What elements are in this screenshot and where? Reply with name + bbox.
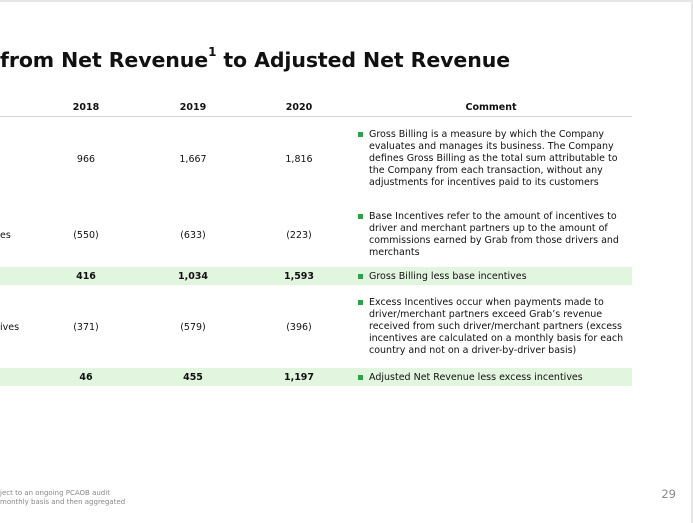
page-number: 29	[661, 487, 676, 501]
highlight-band-row3	[0, 267, 632, 285]
footnote-line-1: ject to an ongoing PCAOB audit	[0, 489, 110, 497]
bullet-icon	[358, 375, 363, 380]
title-rest: to Adjusted Net Revenue	[216, 48, 510, 72]
footnotes: ject to an ongoing PCAOB audit monthly b…	[0, 489, 125, 507]
header-divider	[0, 116, 632, 117]
row3-2019: 1,034	[177, 271, 209, 282]
row1-2018: 966	[76, 154, 96, 165]
row4-comment: Excess Incentives occur when payments ma…	[358, 297, 626, 357]
col-header-2018: 2018	[72, 102, 100, 113]
row2-2018: (550)	[73, 230, 99, 241]
bullet-icon	[358, 274, 363, 279]
bullet-icon	[358, 132, 363, 137]
title-footnote-marker: 1	[208, 45, 217, 59]
row2-comment: Base Incentives refer to the amount of i…	[358, 211, 626, 259]
row4-comment-text: Excess Incentives occur when payments ma…	[369, 297, 624, 356]
row2-2019: (633)	[180, 230, 206, 241]
row5-2018: 46	[79, 372, 93, 383]
row3-comment: Gross Billing less base incentives	[358, 271, 626, 283]
row2-comment-text: Base Incentives refer to the amount of i…	[369, 211, 619, 258]
row1-comment-text: Gross Billing is a measure by which the …	[369, 129, 618, 188]
title-text: from Net Revenue	[0, 48, 209, 72]
highlight-band-row5	[0, 368, 632, 386]
col-header-comment: Comment	[465, 102, 517, 113]
row4-label: ives	[0, 322, 20, 333]
row5-comment: Adjusted Net Revenue less excess incenti…	[358, 372, 626, 384]
row5-comment-text: Adjusted Net Revenue less excess incenti…	[369, 372, 583, 383]
bullet-icon	[358, 214, 363, 219]
row2-label: es	[0, 230, 11, 241]
row2-2020: (223)	[286, 230, 312, 241]
row1-2019: 1,667	[179, 154, 207, 165]
row3-2020: 1,593	[283, 271, 315, 282]
footnote-line-2: monthly basis and then aggregated	[0, 498, 126, 506]
row4-2018: (371)	[73, 322, 99, 333]
col-header-2020: 2020	[285, 102, 313, 113]
bullet-icon	[358, 300, 363, 305]
row1-2020: 1,816	[285, 154, 313, 165]
row3-2018: 416	[76, 271, 96, 282]
row3-comment-text: Gross Billing less base incentives	[369, 271, 527, 282]
row5-2020: 1,197	[283, 372, 315, 383]
col-header-2019: 2019	[179, 102, 207, 113]
top-border	[0, 0, 693, 2]
row5-2019: 455	[183, 372, 203, 383]
row4-2020: (396)	[286, 322, 312, 333]
row1-comment: Gross Billing is a measure by which the …	[358, 129, 626, 189]
slide-title: from Net Revenue1 to Adjusted Net Revenu…	[0, 45, 510, 72]
right-border	[691, 0, 693, 523]
row4-2019: (579)	[180, 322, 206, 333]
